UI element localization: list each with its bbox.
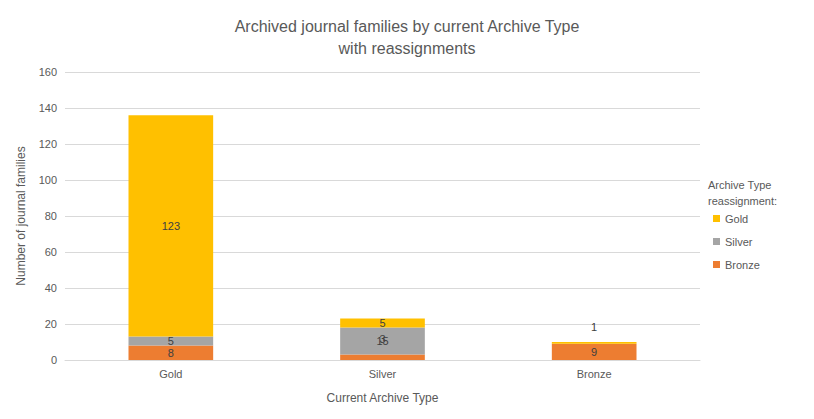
svg-text:0: 0 — [51, 354, 57, 366]
svg-text:reassignment:: reassignment: — [708, 195, 777, 207]
svg-text:160: 160 — [39, 66, 57, 78]
svg-text:5: 5 — [379, 317, 385, 329]
svg-text:Bronze: Bronze — [577, 368, 612, 380]
svg-text:60: 60 — [45, 246, 57, 258]
svg-text:80: 80 — [45, 210, 57, 222]
svg-text:140: 140 — [39, 102, 57, 114]
svg-text:15: 15 — [376, 335, 388, 347]
svg-text:9: 9 — [591, 346, 597, 358]
svg-text:Gold: Gold — [159, 368, 182, 380]
svg-text:8: 8 — [168, 347, 174, 359]
svg-text:40: 40 — [45, 282, 57, 294]
svg-text:123: 123 — [162, 220, 180, 232]
svg-text:Bronze: Bronze — [725, 259, 760, 271]
svg-text:5: 5 — [168, 335, 174, 347]
svg-text:Current Archive Type: Current Archive Type — [327, 391, 439, 405]
svg-text:Silver: Silver — [725, 236, 753, 248]
svg-text:Archive Type: Archive Type — [708, 179, 774, 191]
svg-text:Archived journal families by c: Archived journal families by current Arc… — [235, 18, 580, 35]
svg-text:with reassignments: with reassignments — [338, 40, 476, 57]
svg-text:Silver: Silver — [369, 368, 397, 380]
svg-text:100: 100 — [39, 174, 57, 186]
svg-text:120: 120 — [39, 138, 57, 150]
svg-text:Number of journal families: Number of journal families — [14, 146, 28, 285]
svg-text:1: 1 — [591, 321, 597, 333]
svg-text:20: 20 — [45, 318, 57, 330]
svg-text:Gold: Gold — [725, 213, 748, 225]
